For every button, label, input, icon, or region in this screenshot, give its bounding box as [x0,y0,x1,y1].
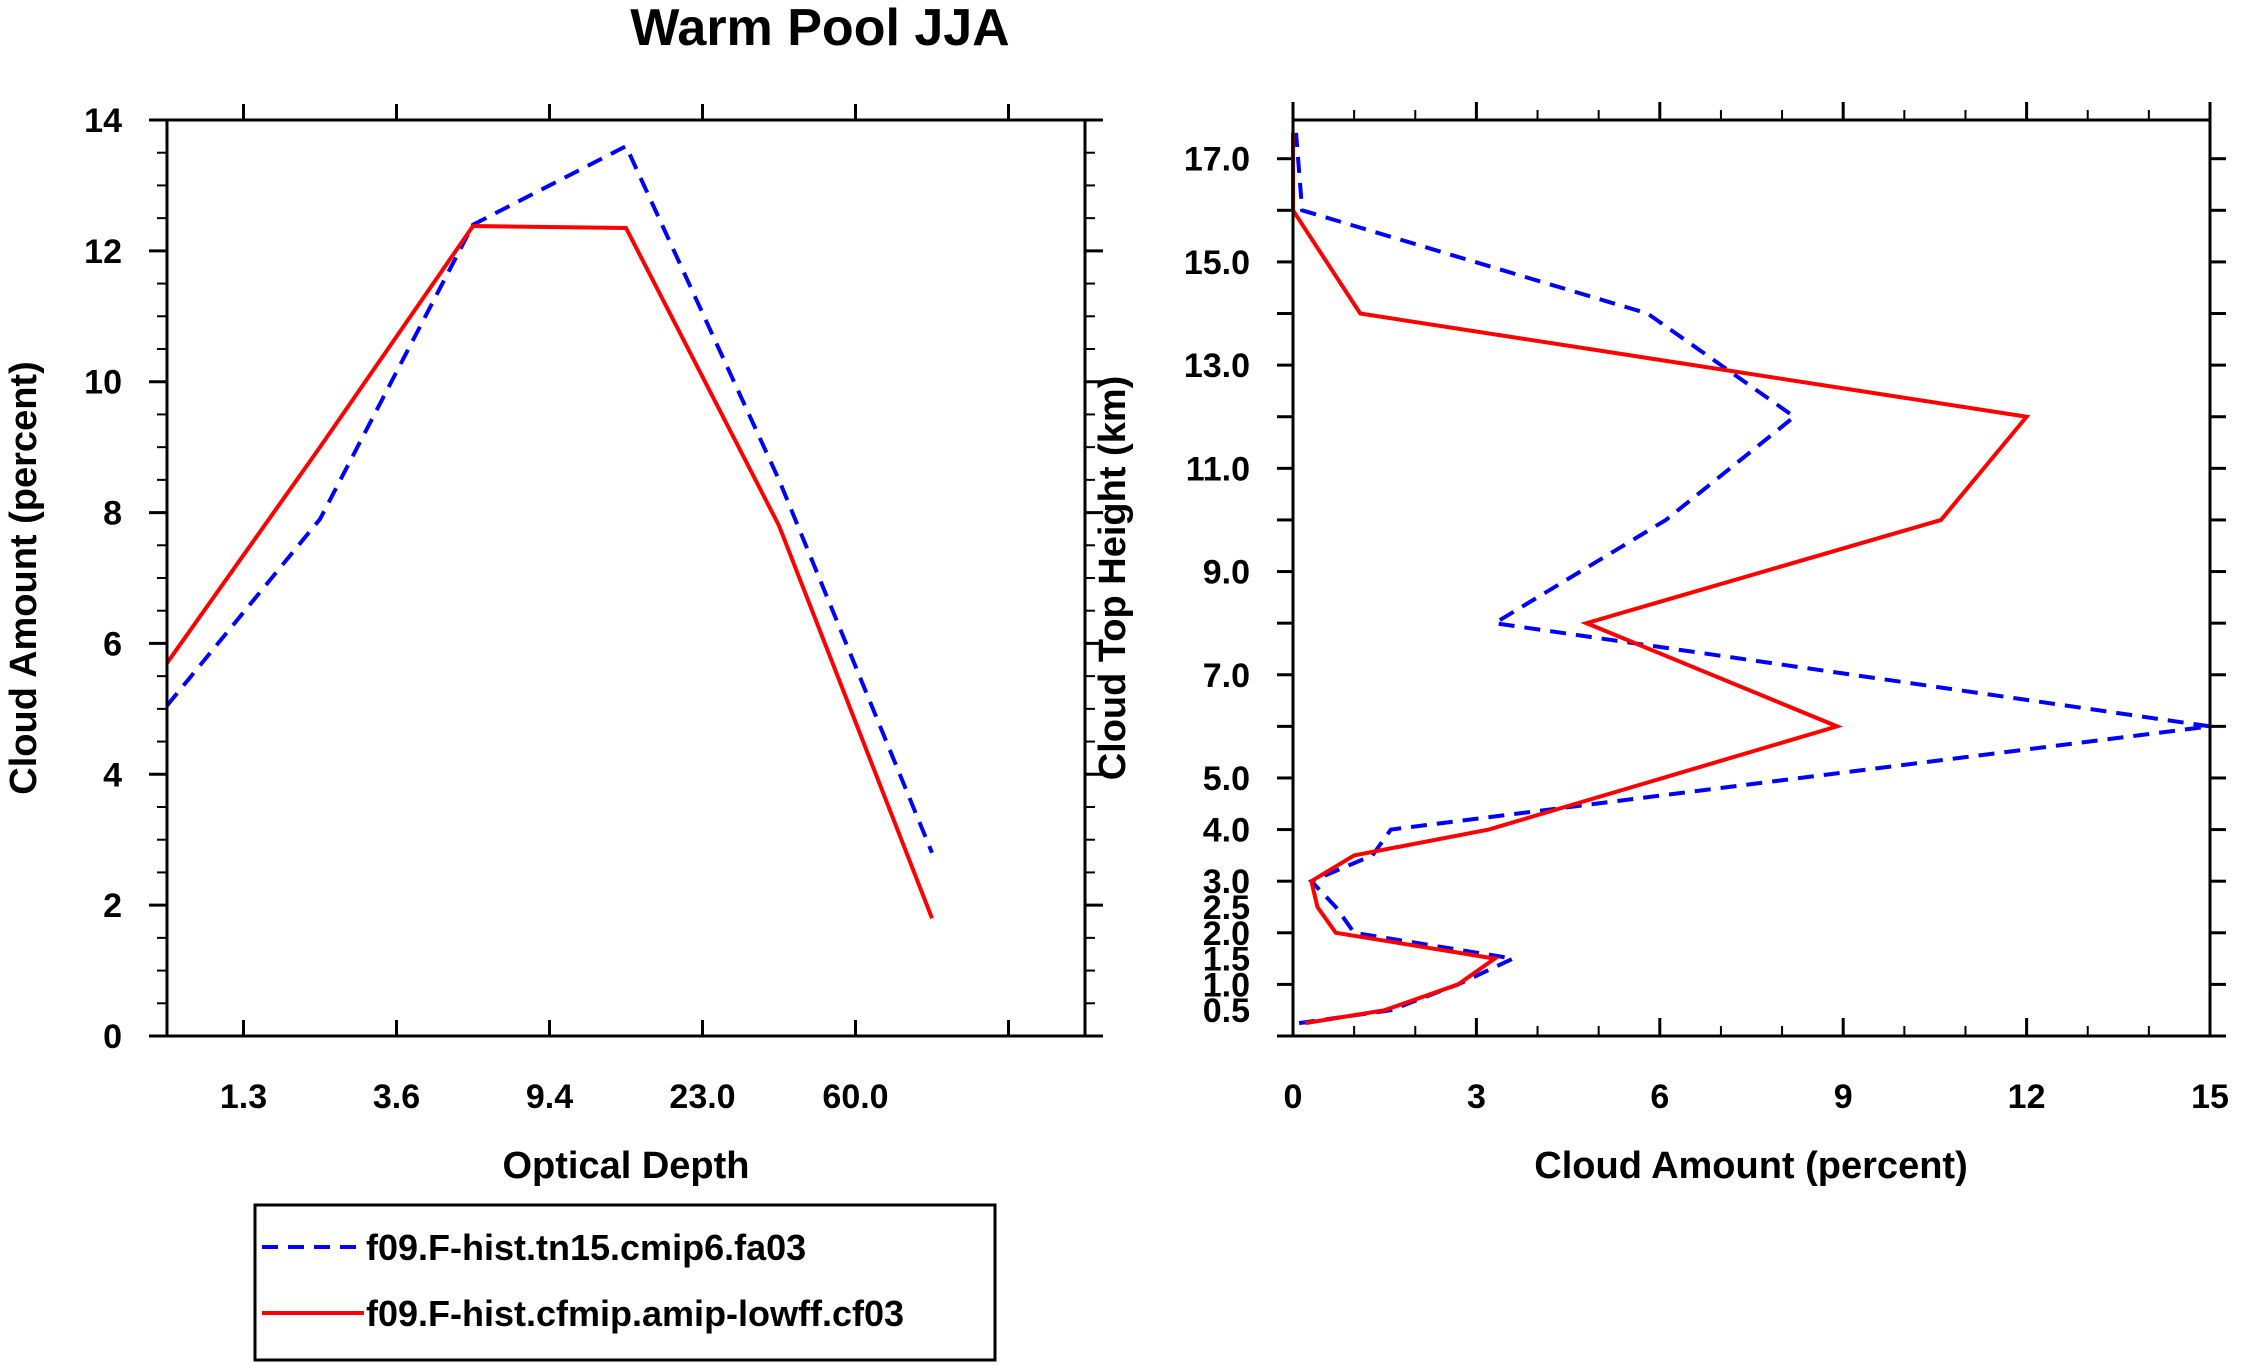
right-series-lines [1291,132,2211,1026]
right-y-tick-label: 2.0 [1203,915,1250,953]
left-y-tick-label: 0 [103,1018,122,1056]
legend-label-1: f09.F-hist.cfmip.amip-lowff.cf03 [366,1293,904,1334]
right-y-axis-label: Cloud Top Height (km) [1092,376,1134,781]
left-tick-labels: 1.3 3.6 9.4 23.0 60.0 0 2 4 6 8 10 12 14 [84,102,888,1116]
legend-box [253,1203,997,1362]
left-y-tick-label: 8 [103,495,122,533]
right-y-tick-label: 3.0 [1203,863,1250,901]
right-y-tick-label: 1.0 [1203,966,1250,1004]
left-y-tick-label: 14 [84,102,122,140]
left-y-tick-label: 4 [103,756,122,794]
right-y-tick-label: 17.0 [1184,141,1250,179]
left-x-tick-label: 60.0 [822,1078,888,1116]
left-plot-frame [165,118,1087,1038]
left-x-tick-label: 1.3 [220,1078,267,1116]
left-series-line-0 [165,143,934,854]
right-x-tick-label: 6 [1650,1078,1669,1116]
right-y-tick-label: 4.0 [1203,812,1250,850]
right-y-tick-label: 2.5 [1203,889,1250,927]
right-y-tick-label: 9.0 [1203,554,1250,592]
right-tick-labels: 0 3 6 9 12 15 0.51.01.52.02.53.0 4.0 5.0 7.0 9.0 11… [1184,141,2229,1116]
left-x-tick-label: 3.6 [373,1078,420,1116]
legend-label-0: f09.F-hist.tn15.cmip6.fa03 [366,1227,806,1268]
legend: f09.F-hist.tn15.cmip6.fa03 f09.F-hist.cf… [253,1203,997,1362]
figure-title: Warm Pool JJA [630,0,1010,57]
right-axis-ticks [1277,102,2226,1038]
right-y-tick-label: 0.5 [1203,992,1250,1030]
left-y-tick-label: 6 [103,625,122,663]
left-y-axis-label: Cloud Amount (percent) [3,361,45,794]
right-series-line-1 [1291,132,2031,1026]
right-y-tick-label: 11.0 [1186,450,1250,488]
right-x-tick-label: 0 [1284,1078,1303,1116]
right-plot-frame [1291,118,2212,1038]
left-y-tick-label: 12 [84,233,122,271]
right-x-axis-label: Cloud Amount (percent) [1534,1145,1967,1187]
right-x-tick-label: 15 [2191,1078,2229,1116]
right-x-tick-label: 12 [2008,1078,2046,1116]
left-x-tick-label: 9.4 [526,1078,573,1116]
cloud-top-height-panel: 0 3 6 9 12 15 0.51.01.52.02.53.0 4.0 5.0 7.0 9.0 11… [1092,102,2229,1187]
right-y-tick-label: 7.0 [1203,657,1250,695]
left-x-axis-label: Optical Depth [502,1145,749,1187]
left-y-tick-label: 10 [84,364,122,402]
left-y-tick-label: 2 [103,887,122,925]
right-y-tick-label: 1.5 [1203,941,1250,979]
right-y-tick-label: 15.0 [1184,244,1250,282]
right-x-tick-label: 3 [1467,1078,1486,1116]
right-y-tick-label: 13.0 [1184,347,1250,385]
left-axis-ticks [149,104,1103,1038]
left-series-lines [165,143,934,919]
right-x-tick-label: 9 [1834,1078,1853,1116]
right-y-tick-label: 5.0 [1203,760,1250,798]
left-x-tick-label: 23.0 [669,1078,735,1116]
right-series-line-0 [1294,132,2211,1026]
left-series-line-1 [165,223,934,919]
optical-depth-panel: 1.3 3.6 9.4 23.0 60.0 0 2 4 6 8 10 12 14 Optical Dep… [3,102,1103,1187]
